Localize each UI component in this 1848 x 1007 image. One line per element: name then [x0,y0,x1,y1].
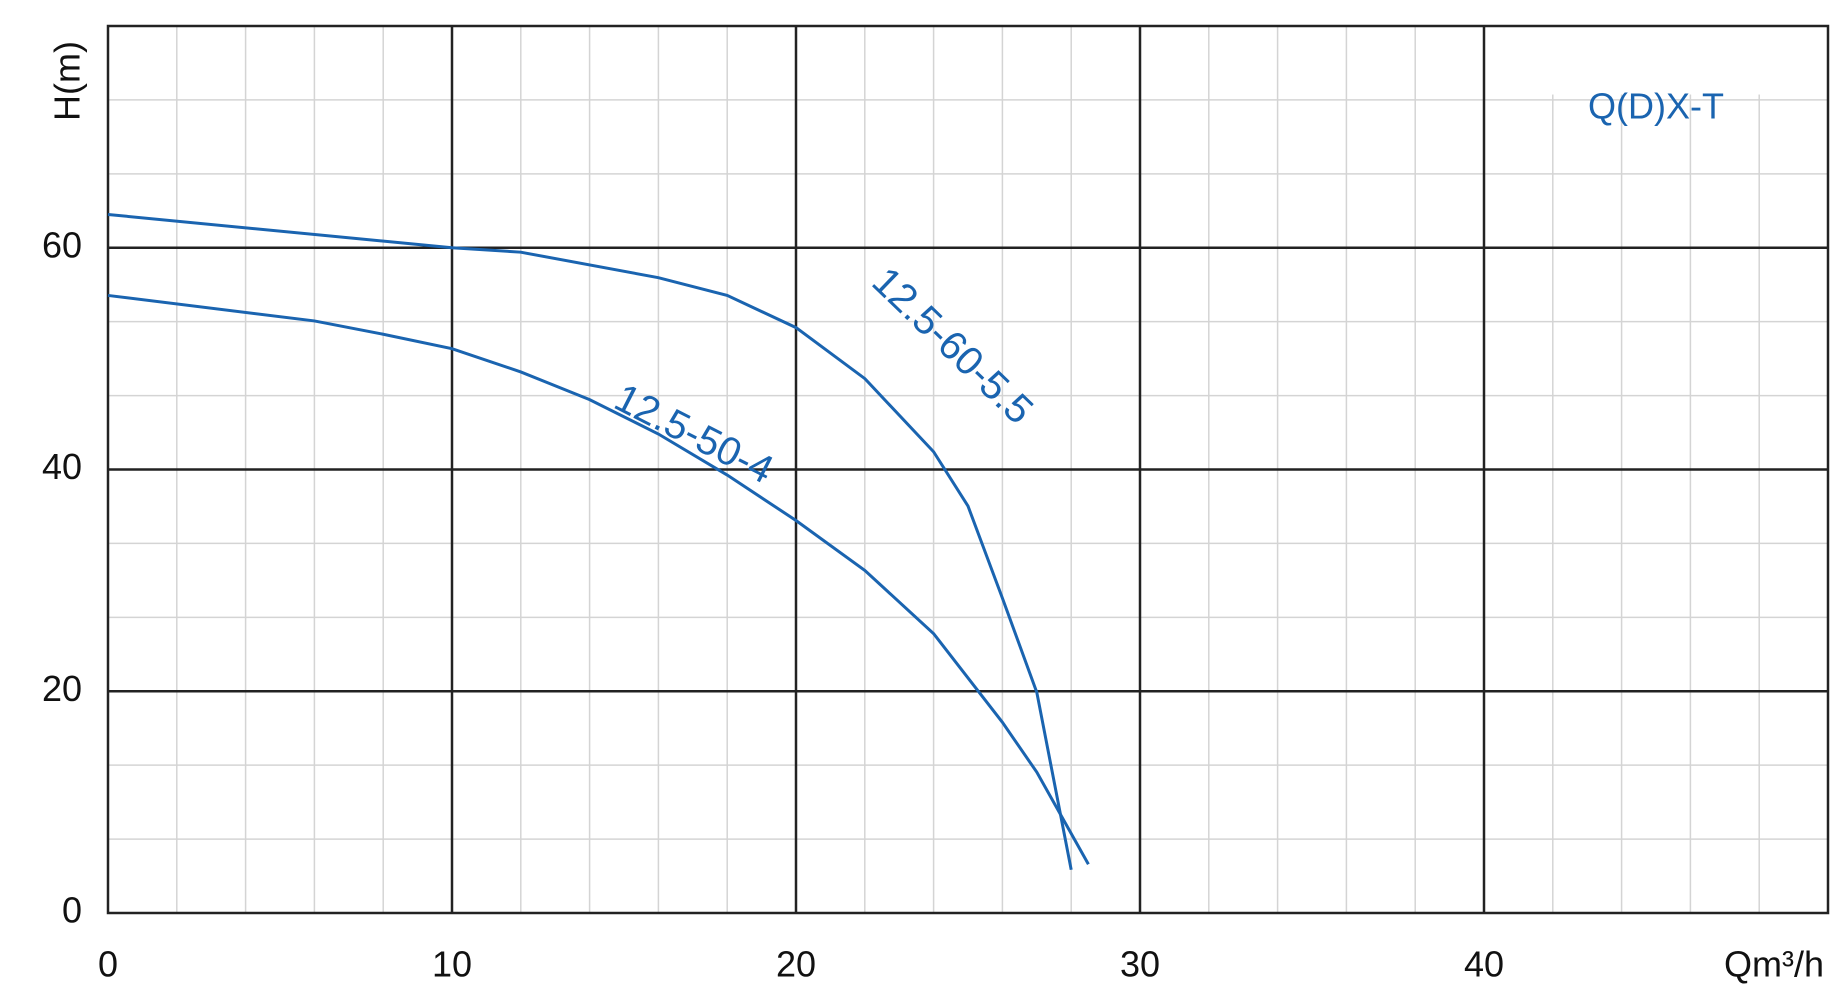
series-line [107,293,1090,865]
x-axis-label: Qm³/h [1724,944,1824,985]
y-tick-label: 40 [42,446,82,487]
y-tick-label: 20 [42,668,82,709]
y-axis-label: H(m) [47,41,88,121]
plot-frame [106,24,1830,915]
series-line [107,212,1073,871]
x-tick-label: 20 [776,944,816,985]
annotation: Q(D)X-T [1588,86,1724,127]
label-box [1485,26,1828,95]
y-tick-label: 60 [42,224,82,265]
x-tick-label: 0 [98,944,118,985]
series-label: 12.5-50-4 [608,376,781,493]
x-tick-label: 40 [1464,944,1504,985]
x-tick-label: 10 [432,944,472,985]
y-tick-label: 0 [62,890,82,931]
x-tick-label: 30 [1120,944,1160,985]
